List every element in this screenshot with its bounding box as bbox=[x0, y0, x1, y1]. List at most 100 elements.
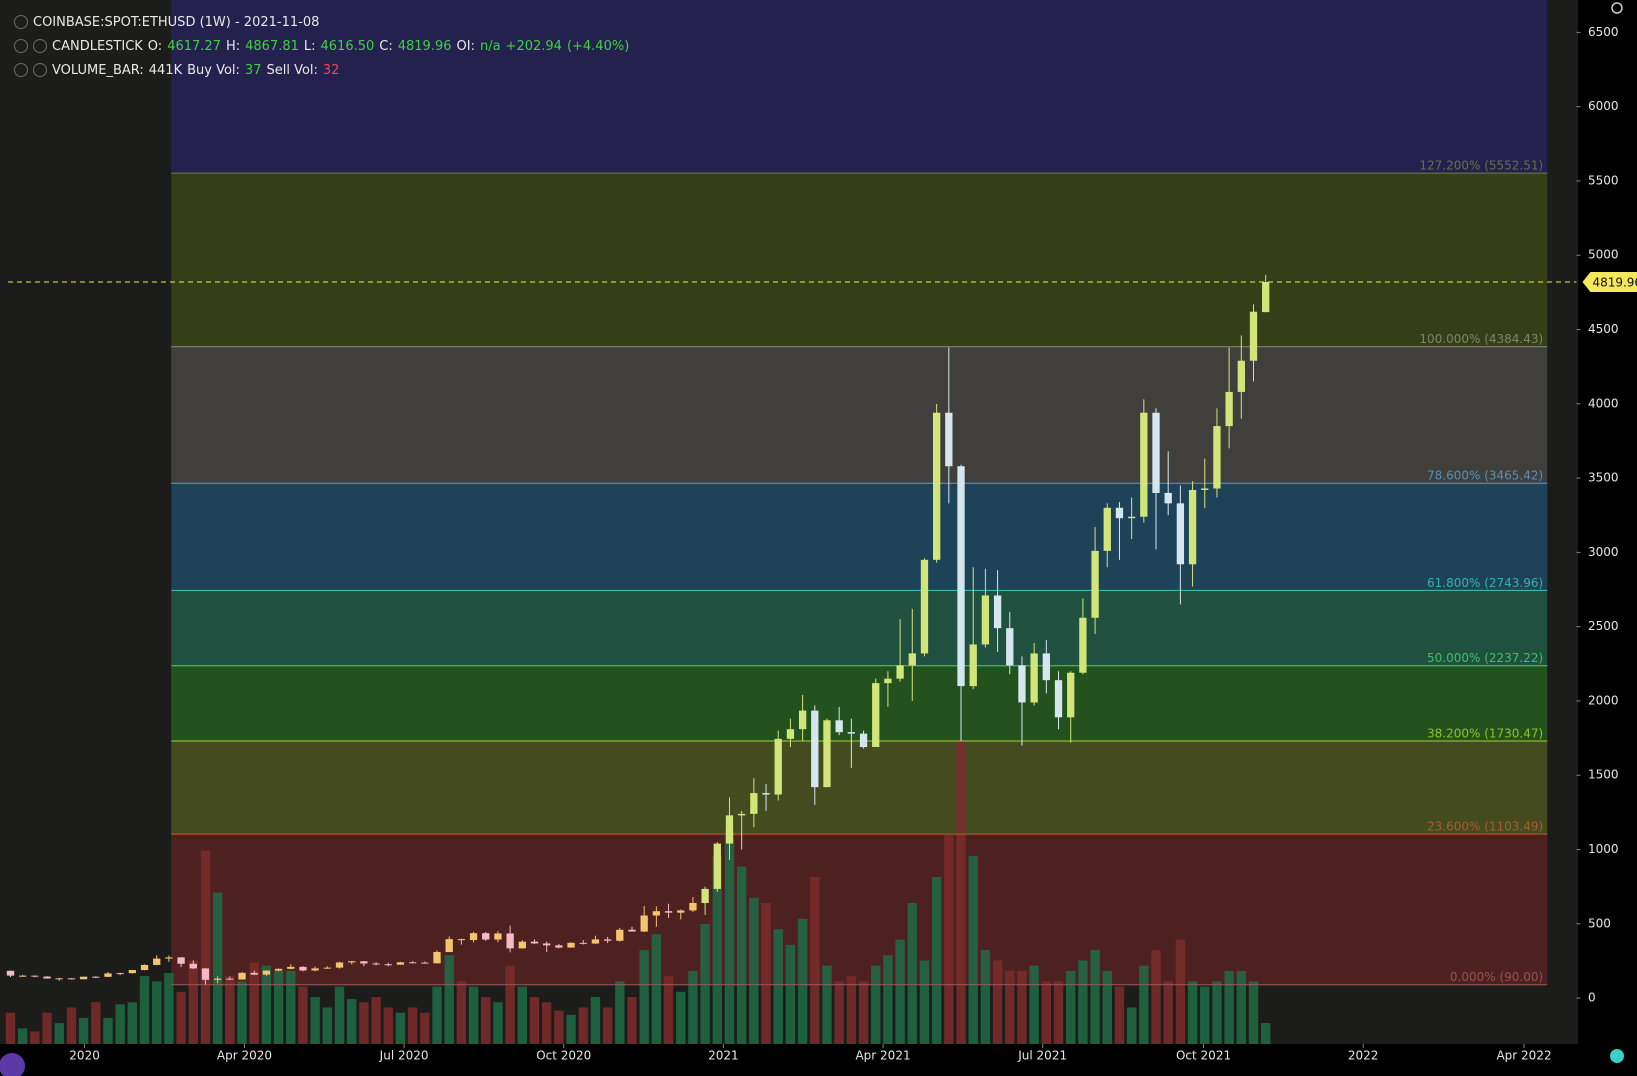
volume-bar bbox=[700, 923, 710, 1045]
legend-value: n/a bbox=[479, 38, 501, 54]
volume-bar bbox=[298, 986, 308, 1045]
candle-body bbox=[323, 967, 331, 969]
candle-body bbox=[457, 939, 466, 941]
candle-body bbox=[408, 962, 417, 964]
candle-body bbox=[1164, 492, 1172, 504]
legend-key: L: bbox=[303, 38, 316, 54]
candle-body bbox=[543, 943, 551, 946]
candle-body bbox=[177, 957, 185, 964]
volume-bar bbox=[1236, 970, 1247, 1045]
fib-bands bbox=[171, 0, 1548, 985]
volume-bar bbox=[712, 856, 722, 1045]
zoom-icon[interactable] bbox=[14, 15, 28, 29]
volume-bar bbox=[334, 986, 345, 1045]
candle-body bbox=[433, 952, 441, 964]
candle-body bbox=[738, 813, 746, 816]
volume-bar bbox=[822, 965, 832, 1045]
candle-body bbox=[1042, 653, 1050, 681]
volume-bar bbox=[188, 960, 198, 1045]
fib-label: 100.000% (4384.43) bbox=[1419, 332, 1543, 346]
candle-body bbox=[262, 970, 271, 975]
volume-bar bbox=[663, 976, 674, 1045]
volume-bar bbox=[225, 976, 235, 1045]
volume-bars bbox=[5, 741, 1271, 1045]
candle-body bbox=[128, 970, 136, 974]
volume-bar bbox=[395, 1012, 406, 1045]
candle-body bbox=[1225, 391, 1233, 427]
volume-bar bbox=[1163, 981, 1173, 1045]
candle-body bbox=[920, 559, 929, 654]
volume-bar bbox=[676, 991, 686, 1045]
candle-body bbox=[762, 793, 770, 795]
volume-bar bbox=[249, 962, 259, 1045]
candle-body bbox=[360, 961, 368, 964]
candle-body bbox=[872, 683, 880, 748]
candle-body bbox=[55, 978, 63, 980]
volume-bar bbox=[1187, 981, 1198, 1045]
volume-bar bbox=[602, 1007, 613, 1045]
volume-bar bbox=[1029, 965, 1039, 1045]
candle-body bbox=[67, 978, 76, 980]
candle-body bbox=[1030, 653, 1038, 703]
volume-bar bbox=[468, 986, 479, 1045]
fib-label: 23.600% (1103.49) bbox=[1427, 820, 1543, 834]
settings-icon[interactable] bbox=[1611, 2, 1623, 14]
candle-body bbox=[835, 720, 843, 733]
volume-bar bbox=[810, 876, 820, 1045]
fib-band bbox=[171, 483, 1548, 591]
legend: COINBASE:SPOT:ETHUSD (1W) - 2021-11-08 C… bbox=[14, 10, 629, 82]
volume-bar bbox=[736, 866, 747, 1045]
candle-body bbox=[774, 738, 782, 795]
volume-bar bbox=[1126, 1007, 1137, 1045]
legend-name: CANDLESTICK bbox=[52, 38, 143, 54]
candle-body bbox=[1091, 550, 1099, 618]
candle-body bbox=[957, 466, 965, 687]
volume-bar bbox=[310, 997, 320, 1045]
y-tick-label: 6500 bbox=[1588, 25, 1619, 39]
volume-bar bbox=[1066, 970, 1076, 1045]
volume-bar bbox=[42, 1012, 52, 1045]
candle-body bbox=[896, 665, 904, 679]
legend-key: OI: bbox=[456, 38, 475, 54]
volume-bar bbox=[200, 850, 211, 1045]
time-axis-area bbox=[0, 1044, 1637, 1076]
candle-body bbox=[981, 595, 990, 645]
candle-body bbox=[1152, 412, 1160, 493]
candle-body bbox=[859, 733, 868, 748]
hide-icon[interactable] bbox=[14, 39, 28, 53]
legend-volume-row: VOLUME_BAR: 441K Buy Vol: 37 Sell Vol: 32 bbox=[14, 58, 629, 82]
volume-bar bbox=[1090, 950, 1100, 1045]
candle-body bbox=[847, 732, 856, 734]
fib-band bbox=[171, 346, 1548, 484]
x-tick-label: 2022 bbox=[1348, 1049, 1379, 1063]
hide-icon[interactable] bbox=[14, 63, 28, 77]
fib-label: 50.000% (2237.22) bbox=[1427, 651, 1543, 665]
candle-body bbox=[421, 962, 429, 964]
candle-body bbox=[299, 966, 307, 971]
y-tick-label: 5500 bbox=[1588, 173, 1619, 187]
settings-icon[interactable] bbox=[33, 63, 47, 77]
volume-bar bbox=[785, 944, 796, 1045]
legend-key: Sell Vol: bbox=[266, 62, 318, 78]
settings-icon[interactable] bbox=[33, 39, 47, 53]
volume-bar bbox=[347, 999, 357, 1045]
fib-band bbox=[171, 740, 1548, 835]
x-tick-label: Jul 2020 bbox=[379, 1049, 429, 1063]
y-tick-label: 1000 bbox=[1588, 842, 1619, 856]
status-dot[interactable] bbox=[1610, 1049, 1624, 1063]
candle-body bbox=[969, 644, 977, 687]
indicator-button[interactable] bbox=[0, 1053, 25, 1076]
candle-body bbox=[104, 973, 112, 977]
candle-body bbox=[1018, 665, 1026, 703]
x-tick-label: Jul 2021 bbox=[1017, 1049, 1067, 1063]
legend-candle-row: CANDLESTICK O: 4617.27 H: 4867.81 L: 4616.50 C… bbox=[14, 34, 629, 58]
legend-key: C: bbox=[379, 38, 393, 54]
candle-body bbox=[116, 973, 124, 975]
volume-bar bbox=[1102, 970, 1112, 1045]
volume-bar bbox=[846, 976, 857, 1045]
candle-body bbox=[1127, 516, 1136, 519]
volume-bar bbox=[286, 970, 296, 1045]
volume-bar bbox=[992, 960, 1003, 1045]
legend-value: 37 bbox=[244, 62, 262, 78]
candle-body bbox=[469, 933, 478, 941]
